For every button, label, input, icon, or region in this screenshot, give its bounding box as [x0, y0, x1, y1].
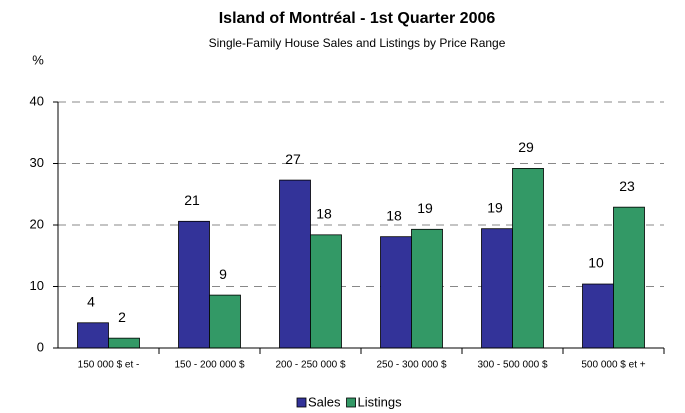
y-tick-label: 0 [37, 339, 44, 354]
y-tick-label: 30 [30, 155, 44, 170]
bar [279, 179, 311, 349]
bar [380, 236, 412, 349]
bar [582, 283, 614, 349]
value-label: 4 [87, 293, 95, 309]
bar [209, 294, 241, 349]
bar [108, 337, 140, 349]
x-tick-label: 500 000 $ et + [581, 360, 645, 371]
bar [310, 234, 342, 349]
legend-swatch [296, 397, 307, 408]
value-label: 18 [316, 206, 332, 222]
y-axis-label: % [32, 52, 44, 67]
x-tick-label: 250 - 300 000 $ [376, 360, 446, 371]
value-label: 21 [184, 192, 200, 208]
y-tick-label: 40 [30, 93, 44, 108]
x-tick-label: 200 - 250 000 $ [275, 360, 345, 371]
bar [411, 228, 443, 349]
bar [512, 168, 544, 349]
x-tick-label: 300 - 500 000 $ [477, 360, 547, 371]
value-label: 2 [118, 309, 126, 325]
value-label: 9 [219, 266, 227, 282]
y-tick-label: 10 [30, 278, 44, 293]
bar [77, 322, 109, 349]
value-label: 18 [386, 207, 402, 223]
chart-subtitle: Single-Family House Sales and Listings b… [209, 36, 506, 50]
value-label: 19 [417, 200, 433, 216]
bar [613, 206, 645, 349]
y-tick-label: 20 [30, 216, 44, 231]
value-label: 10 [588, 255, 604, 271]
chart-title: Island of Montréal - 1st Quarter 2006 [219, 10, 496, 27]
legend-label: Listings [358, 394, 403, 409]
x-tick-label: 150 - 200 000 $ [174, 360, 244, 371]
x-tick-label: 150 000 $ et - [78, 360, 140, 371]
value-label: 27 [285, 151, 301, 167]
bar [178, 220, 210, 349]
legend-label: Sales [308, 394, 341, 409]
legend-swatch [346, 397, 356, 408]
bar [481, 228, 513, 349]
value-label: 19 [487, 199, 503, 215]
value-label: 29 [518, 139, 534, 155]
value-label: 23 [619, 178, 635, 194]
